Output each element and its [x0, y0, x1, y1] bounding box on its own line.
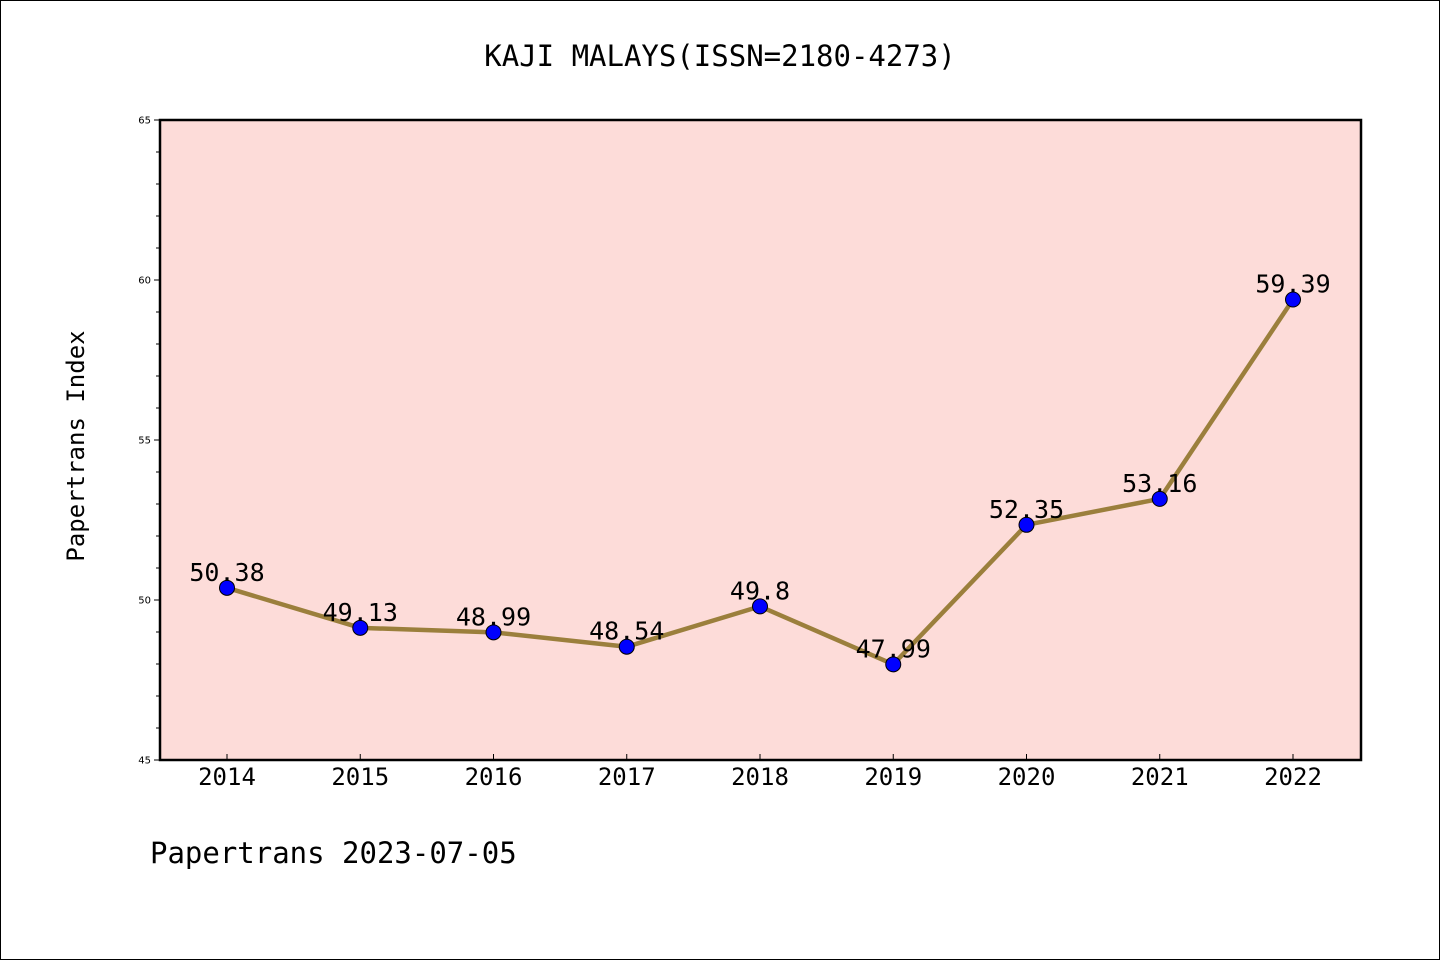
data-label: 59.39 [1255, 270, 1330, 299]
x-tick-label: 2021 [1131, 763, 1189, 791]
data-point [1285, 291, 1301, 308]
y-axis-label: Papertrans Index [62, 330, 90, 561]
y-axis: 45 50 55 60 65 [138, 116, 160, 767]
data-label: 49.13 [323, 598, 398, 627]
data-point [352, 619, 369, 636]
data-label: 53.16 [1122, 469, 1197, 498]
data-label: 52.35 [989, 495, 1064, 524]
data-label: 48.54 [589, 617, 664, 646]
data-point [885, 656, 902, 673]
marker-layer [219, 291, 1301, 673]
data-point [219, 579, 235, 596]
x-tick-label: 2020 [998, 763, 1056, 791]
x-tick-label: 2022 [1264, 763, 1322, 791]
y-tick-label: 55 [138, 436, 151, 447]
x-tick-label: 2014 [198, 763, 256, 791]
x-tick-label: 2018 [731, 763, 789, 791]
data-label: 49.8 [730, 576, 790, 605]
data-point [752, 598, 768, 615]
footer-caption: Papertrans 2023-07-05 [150, 836, 517, 870]
data-point [485, 624, 502, 641]
data-label: 50.38 [189, 558, 264, 587]
y-tick-label: 65 [138, 116, 151, 127]
data-point [1151, 490, 1168, 507]
y-tick-label: 45 [138, 756, 151, 767]
x-tick-label: 2016 [465, 763, 523, 791]
y-tick-label: 60 [138, 276, 151, 287]
data-point [1018, 516, 1035, 533]
plot-area [158, 118, 1363, 762]
y-tick-label: 50 [138, 596, 151, 607]
x-axis: 2014 2015 2016 2017 2018 2019 2020 2021 2022 [198, 754, 1322, 791]
x-tick-label: 2015 [331, 763, 389, 791]
data-label: 47.99 [856, 634, 931, 663]
x-tick-label: 2017 [598, 763, 656, 791]
data-label: 48.99 [456, 602, 531, 631]
chart-title: KAJI MALAYS(ISSN=2180-4273) [484, 39, 955, 73]
data-point [618, 638, 635, 655]
x-tick-label: 2019 [864, 763, 922, 791]
data-label-layer: 50.38 49.13 48.99 48.54 49.8 47.99 52.35 53.16 5… [189, 270, 1330, 664]
